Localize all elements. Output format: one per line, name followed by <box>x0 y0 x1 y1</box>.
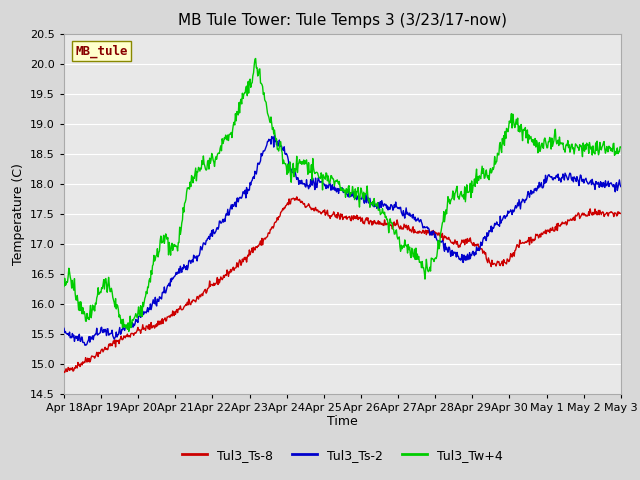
Legend: Tul3_Ts-8, Tul3_Ts-2, Tul3_Tw+4: Tul3_Ts-8, Tul3_Ts-2, Tul3_Tw+4 <box>177 444 508 467</box>
Text: MB_tule: MB_tule <box>75 44 127 58</box>
X-axis label: Time: Time <box>327 415 358 429</box>
Y-axis label: Temperature (C): Temperature (C) <box>12 163 25 264</box>
Title: MB Tule Tower: Tule Temps 3 (3/23/17-now): MB Tule Tower: Tule Temps 3 (3/23/17-now… <box>178 13 507 28</box>
